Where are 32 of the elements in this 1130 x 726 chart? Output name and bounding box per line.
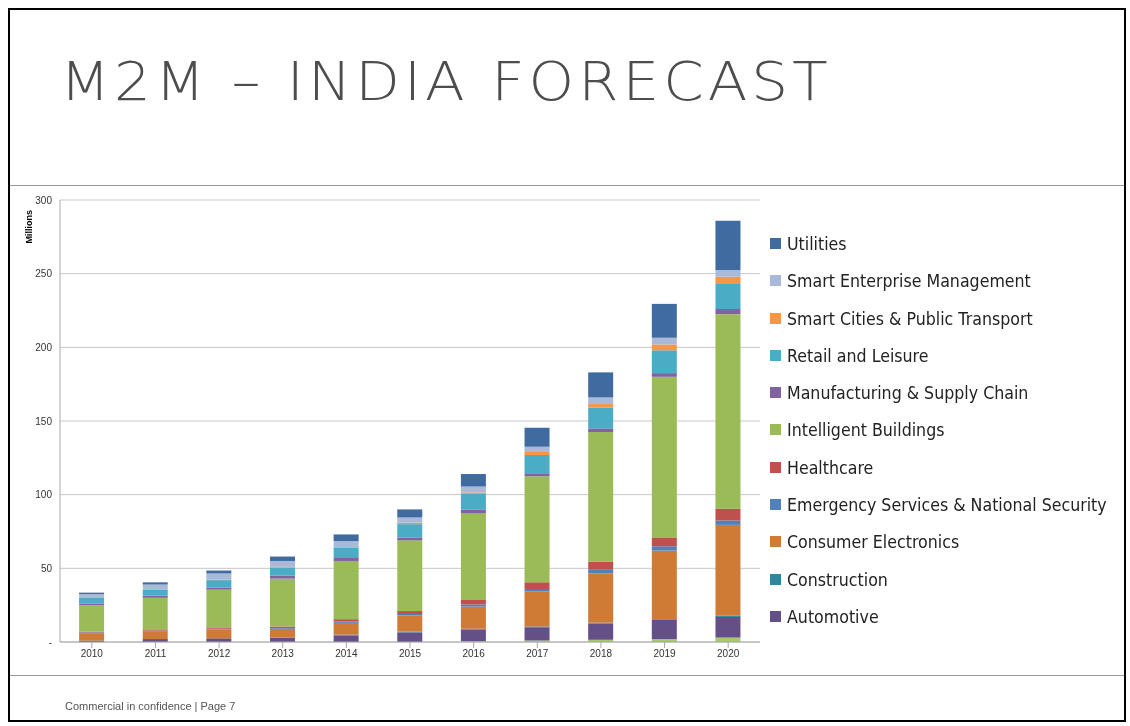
legend-label: Intelligent Buildings bbox=[787, 419, 945, 441]
x-tick-label: 2013 bbox=[271, 648, 295, 660]
x-tick-label: 2018 bbox=[589, 648, 613, 660]
chart-title: M2M – INDIA FORECAST bbox=[60, 50, 832, 114]
legend-label: Consumer Electronics bbox=[787, 531, 960, 553]
text: Commercial in confidence | Page 7 bbox=[65, 700, 236, 712]
y-tick-label: 300 bbox=[35, 194, 53, 206]
legend-label: Construction bbox=[787, 568, 888, 590]
x-tick-label: 2010 bbox=[80, 648, 104, 660]
y-tick-label: 200 bbox=[35, 341, 53, 353]
x-tick-label: 2017 bbox=[526, 648, 549, 660]
legend-label: Automotive bbox=[787, 605, 879, 627]
y-tick-label: 150 bbox=[35, 415, 53, 427]
x-tick-label: 2015 bbox=[398, 648, 422, 660]
y-tick-label: 50 bbox=[40, 562, 53, 574]
legend-label: Utilities bbox=[787, 233, 847, 254]
x-tick-label: 2016 bbox=[462, 648, 486, 660]
legend-label: Manufacturing & Supply Chain bbox=[787, 382, 1029, 404]
x-tick-label: 2012 bbox=[207, 648, 231, 660]
legend-label: Healthcare bbox=[787, 456, 874, 478]
legend-label: Retail and Leisure bbox=[787, 344, 929, 366]
y-tick-label: - bbox=[48, 636, 52, 648]
legend-label: Smart Cities & Public Transport bbox=[787, 307, 1033, 329]
x-tick-label: 2011 bbox=[144, 648, 167, 660]
y-tick-label: 100 bbox=[35, 489, 53, 501]
x-tick-label: 2014 bbox=[335, 648, 358, 660]
y-tick-label: 250 bbox=[35, 268, 53, 280]
legend-label: Emergency Services & National Security bbox=[787, 494, 1107, 516]
x-tick-label: 2020 bbox=[717, 648, 740, 660]
legend-label: Smart Enterprise Management bbox=[787, 270, 1031, 292]
y-axis-title: Millions bbox=[24, 210, 34, 244]
x-tick-label: 2019 bbox=[653, 648, 677, 660]
